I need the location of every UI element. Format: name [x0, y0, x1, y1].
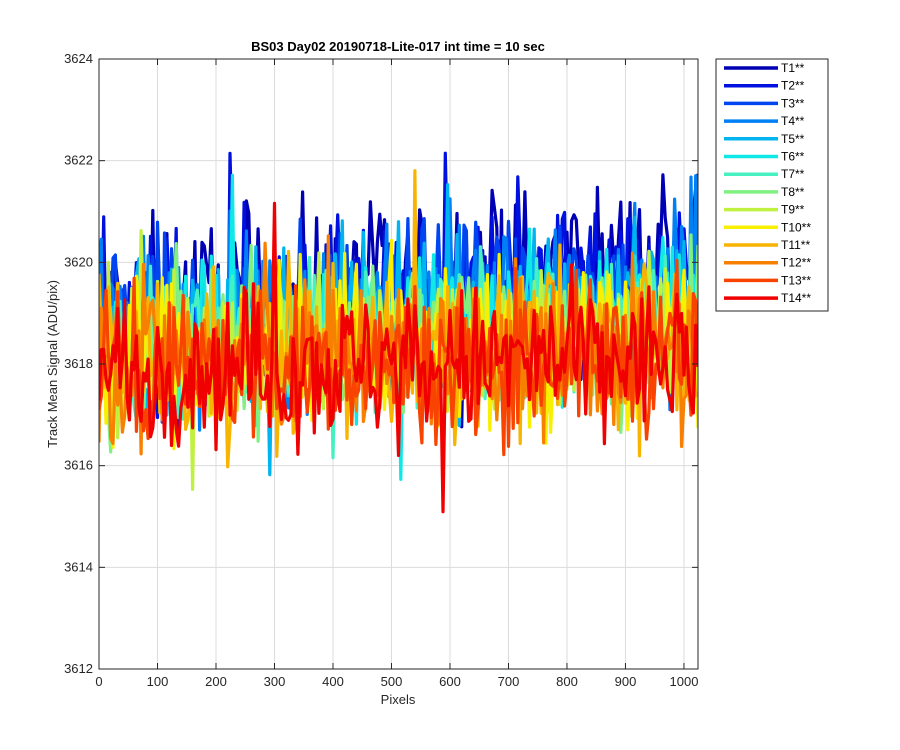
legend-entry-label: T5**: [781, 132, 805, 146]
y-tick-label: 3612: [64, 661, 93, 676]
axis-ticks: 0 100 200 300 400 500 600 700 800 900 1000 3612 3614…: [64, 51, 698, 689]
legend-entry-label: T9**: [781, 203, 805, 217]
x-axis-label: Pixels: [381, 692, 416, 707]
legend-entry-label: T2**: [781, 79, 805, 93]
y-tick-label: 3620: [64, 254, 93, 269]
legend-entry-label: T13**: [781, 273, 811, 287]
chart-title: BS03 Day02 20190718-Lite-017 int time = …: [251, 39, 545, 54]
x-tick-label: 100: [147, 674, 169, 689]
legend-entry-label: T14**: [781, 291, 811, 305]
y-tick-label: 3624: [64, 51, 93, 66]
legend-entry-label: T7**: [781, 167, 805, 181]
series-lines: [99, 151, 698, 514]
x-tick-label: 600: [439, 674, 461, 689]
legend: T1** T2** T3** T4** T5** T6** T7** T8** T9** T10*…: [715, 58, 829, 312]
series-line-t14: [99, 201, 698, 514]
legend-entry-label: T6**: [781, 150, 805, 164]
x-tick-label: 800: [556, 674, 578, 689]
legend-entry-label: T10**: [781, 220, 811, 234]
x-tick-label: 300: [264, 674, 286, 689]
x-tick-label: 0: [95, 674, 102, 689]
y-tick-label: 3622: [64, 153, 93, 168]
legend-entry-label: T11**: [781, 238, 810, 252]
legend-entry-label: T8**: [781, 185, 805, 199]
legend-entry-label: T3**: [781, 96, 805, 110]
x-tick-label: 500: [381, 674, 403, 689]
x-tick-label: 900: [615, 674, 637, 689]
legend-box: [715, 58, 829, 312]
y-tick-label: 3614: [64, 559, 93, 574]
x-tick-label: 400: [322, 674, 344, 689]
y-tick-label: 3616: [64, 458, 93, 473]
legend-entry-label: T4**: [781, 114, 805, 128]
x-tick-label: 700: [498, 674, 520, 689]
legend-entry-label: T12**: [781, 256, 811, 270]
x-tick-label: 200: [205, 674, 227, 689]
legend-entry-label: T1**: [781, 61, 805, 75]
x-tick-label: 1000: [670, 674, 699, 689]
y-tick-label: 3618: [64, 356, 93, 371]
y-axis-label: Track Mean Signal (ADU/pix): [45, 280, 60, 448]
